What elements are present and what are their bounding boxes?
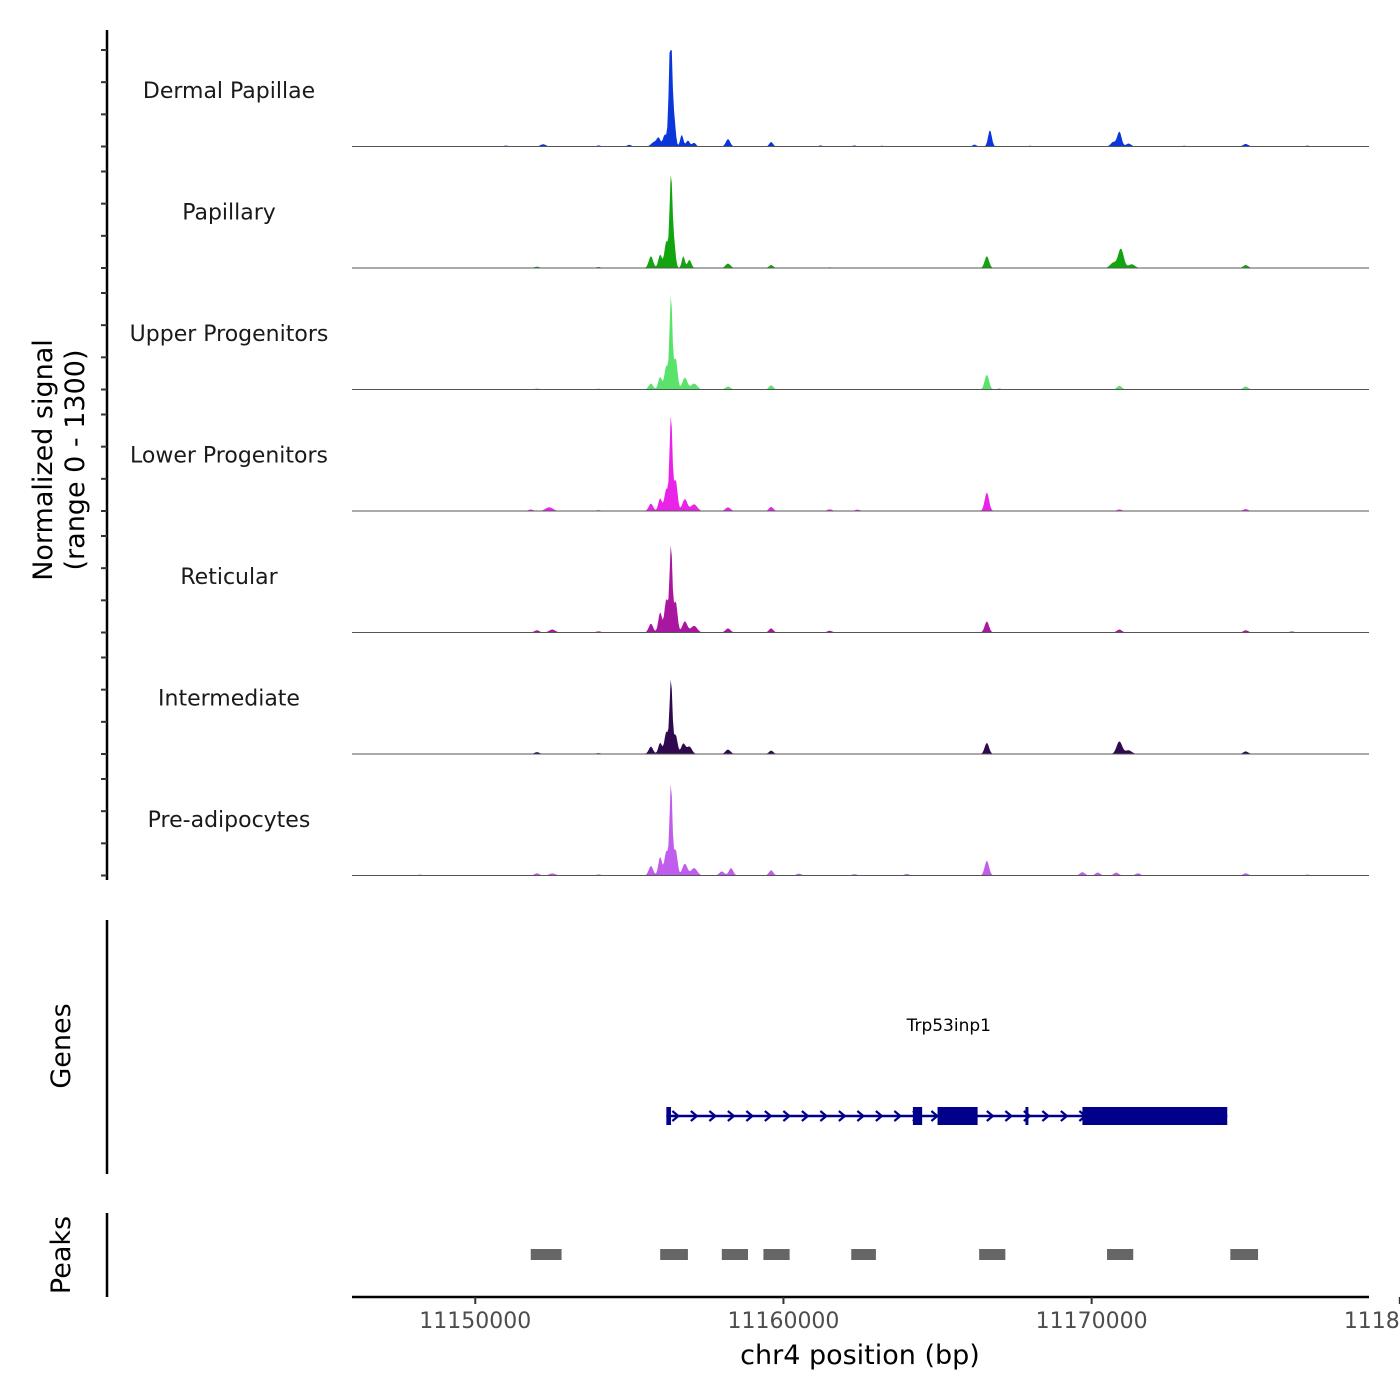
strand-arrow bbox=[930, 1110, 940, 1122]
strand-arrow bbox=[690, 1110, 699, 1122]
x-tick-label: 11160000 bbox=[727, 1309, 839, 1334]
peaks-track-title: Peaks bbox=[46, 1216, 77, 1294]
signal-area bbox=[352, 174, 1369, 268]
signal-track-dermal-papillae: Dermal Papillae bbox=[143, 50, 1369, 147]
x-axis-title: chr4 position (bp) bbox=[740, 1340, 980, 1371]
peak-region bbox=[721, 1249, 749, 1260]
strand-arrow bbox=[764, 1110, 773, 1122]
strand-arrow bbox=[782, 1110, 792, 1122]
peak-region bbox=[660, 1249, 688, 1260]
signal-track-upper-progenitors: Upper Progenitors bbox=[130, 296, 1369, 390]
track-label: Dermal Papillae bbox=[143, 79, 315, 104]
strand-arrow bbox=[801, 1110, 810, 1122]
strand-arrow bbox=[819, 1110, 829, 1122]
strand-arrow bbox=[856, 1110, 866, 1122]
signal-y-axis-ticks bbox=[101, 49, 107, 877]
signal-track-reticular: Reticular bbox=[180, 545, 1369, 633]
strand-arrow bbox=[671, 1110, 681, 1122]
peak-region bbox=[851, 1249, 876, 1260]
track-label: Reticular bbox=[180, 565, 278, 590]
track-label: Upper Progenitors bbox=[130, 322, 329, 347]
peak-region bbox=[979, 1249, 1006, 1260]
track-label: Intermediate bbox=[158, 687, 300, 712]
peak-region bbox=[763, 1249, 790, 1260]
strand-arrow bbox=[727, 1110, 736, 1122]
gene-label: Trp53inp1 bbox=[906, 1016, 991, 1036]
x-tick-label: 11150000 bbox=[419, 1309, 531, 1334]
signal-track-papillary: Papillary bbox=[182, 174, 1369, 269]
peak-region bbox=[1107, 1249, 1134, 1260]
signal-track-intermediate: Intermediate bbox=[158, 679, 1369, 755]
signal-track-pre-adipocytes: Pre-adipocytes bbox=[148, 784, 1369, 876]
strand-arrow bbox=[1004, 1110, 1014, 1122]
strand-arrow bbox=[745, 1110, 755, 1122]
gene-exon bbox=[912, 1107, 923, 1125]
track-label: Papillary bbox=[182, 201, 276, 226]
signal-tracks: Dermal Papillae Papillary Upper Progenitor… bbox=[130, 50, 1369, 876]
peak-region bbox=[1230, 1249, 1259, 1260]
strand-arrow bbox=[1041, 1110, 1051, 1122]
x-tick-label: 11180000 bbox=[1344, 1309, 1400, 1334]
signal-area bbox=[352, 545, 1369, 633]
strand-arrow bbox=[1060, 1110, 1069, 1122]
gene-exon bbox=[937, 1107, 978, 1125]
signal-area bbox=[352, 784, 1369, 876]
signal-area bbox=[352, 50, 1369, 147]
y-axis-title-line2: (range 0 - 1300) bbox=[60, 350, 91, 571]
strand-arrow bbox=[986, 1110, 995, 1122]
y-axis-title-line1: Normalized signal bbox=[28, 339, 59, 581]
peak-region bbox=[530, 1249, 562, 1260]
genes-track: Trp53inp1 bbox=[666, 1016, 1228, 1125]
peaks-track bbox=[530, 1249, 1259, 1260]
track-label: Pre-adipocytes bbox=[148, 808, 311, 833]
signal-area bbox=[352, 415, 1369, 511]
signal-area bbox=[352, 296, 1369, 390]
strand-arrow bbox=[893, 1110, 903, 1122]
gene-exon bbox=[666, 1107, 671, 1125]
genes-track-title: Genes bbox=[46, 1003, 77, 1088]
strand-arrow bbox=[838, 1110, 847, 1122]
gene-exon bbox=[1082, 1107, 1228, 1125]
track-label: Lower Progenitors bbox=[130, 444, 328, 469]
signal-track-lower-progenitors: Lower Progenitors bbox=[130, 415, 1369, 512]
strand-arrow bbox=[708, 1110, 718, 1122]
gene-trp53inp1: Trp53inp1 bbox=[666, 1016, 1228, 1125]
x-tick-label: 11170000 bbox=[1036, 1309, 1148, 1334]
x-axis-ticks: 11150000 11160000 11170000 11180000 bbox=[419, 1297, 1400, 1334]
signal-area bbox=[352, 679, 1369, 754]
strand-arrow bbox=[875, 1110, 884, 1122]
